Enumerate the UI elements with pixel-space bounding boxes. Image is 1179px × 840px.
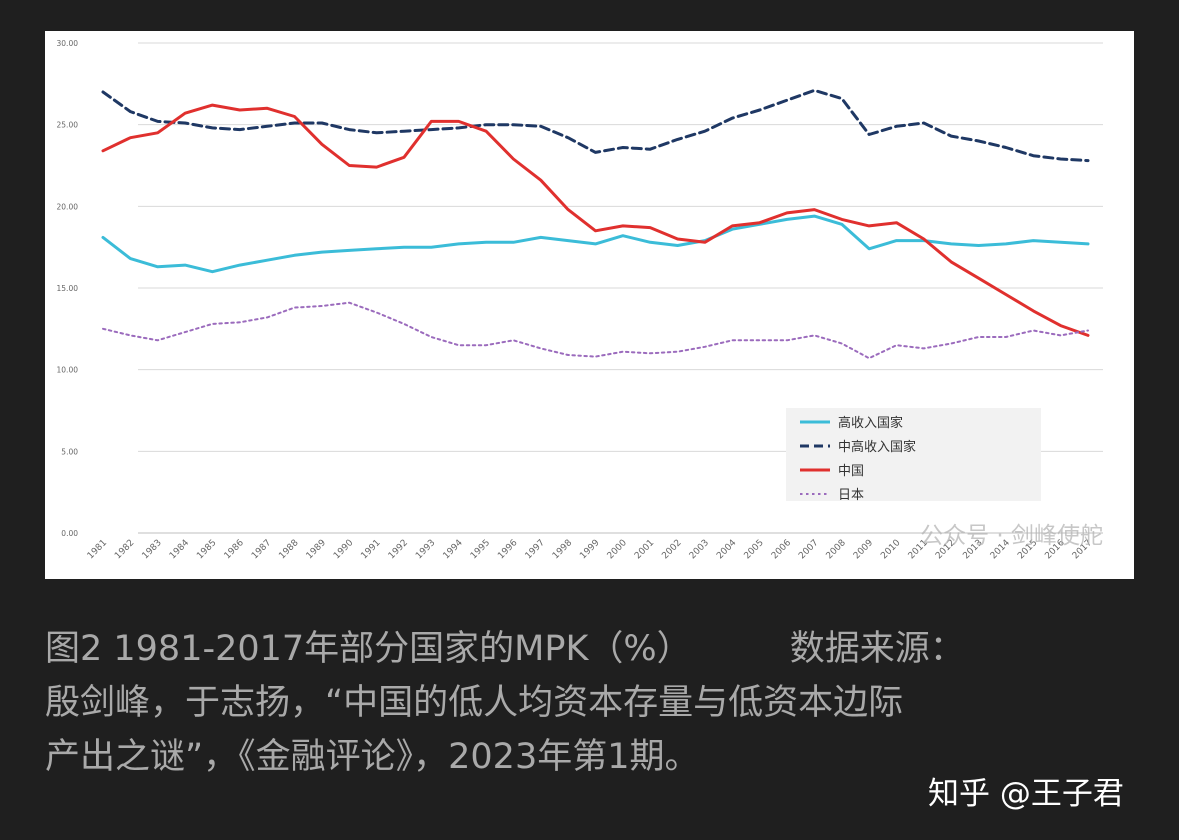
x-tick-label: 1996 — [496, 538, 519, 561]
x-tick-label: 1985 — [195, 538, 218, 561]
y-tick-label: 0.00 — [61, 529, 78, 538]
x-tick-label: 1991 — [359, 538, 382, 561]
x-tick-label: 2001 — [633, 538, 656, 561]
x-tick-label: 1982 — [113, 538, 136, 561]
x-tick-label: 1990 — [332, 538, 355, 561]
x-tick-label: 1997 — [524, 538, 547, 561]
caption-line-2: 殷剑峰，于志扬，“中国的低人均资本存量与低资本边际 — [45, 683, 904, 723]
x-tick-label: 1999 — [578, 538, 601, 561]
x-tick-label: 2010 — [879, 538, 902, 561]
y-tick-label: 5.00 — [61, 447, 78, 456]
caption-line-1: 图2 1981-2017年部分国家的MPK（%） 数据来源： — [45, 622, 1140, 676]
zhihu-watermark: 知乎 @王子君 — [928, 776, 1124, 812]
chart-panel: 0.00 5.00 10.00 15.00 20.00 25.00 30.00 1981 198… — [45, 31, 1134, 579]
x-tick-label: 2008 — [825, 538, 848, 561]
x-tick-label: 2002 — [660, 538, 683, 561]
series-line-3 — [102, 301, 1089, 360]
x-tick-label: 2007 — [797, 538, 820, 561]
x-tick-label: 2006 — [770, 538, 793, 561]
x-tick-label: 1986 — [223, 538, 246, 561]
y-tick-label: 20.00 — [57, 202, 79, 211]
caption-title: 图2 1981-2017年部分国家的MPK（%） — [45, 629, 692, 669]
y-tick-label: 25.00 — [57, 121, 79, 130]
y-tick-label: 30.00 — [57, 39, 79, 48]
caption-source-label: 数据来源： — [789, 629, 965, 669]
x-tick-label: 2000 — [606, 538, 629, 561]
x-tick-label: 2009 — [852, 538, 875, 561]
chart-watermark: 公众号 · 剑峰使舵 — [920, 523, 1103, 549]
legend-label-3: 日本 — [838, 488, 864, 503]
x-tick-label: 1992 — [387, 538, 410, 561]
x-tick-label: 1993 — [414, 538, 437, 561]
series-line-0 — [101, 214, 1090, 274]
figure-caption: 图2 1981-2017年部分国家的MPK（%） 数据来源： 殷剑峰，于志扬，“中… — [45, 622, 1140, 784]
x-tick-label: 1983 — [141, 538, 164, 561]
series-line-1 — [101, 88, 1090, 163]
series-line-2 — [101, 103, 1090, 337]
caption-line-3: 产出之谜”，《金融评论》，2023年第1期。 — [45, 737, 700, 777]
x-tick-label: 2005 — [743, 538, 766, 561]
x-tick-label: 2004 — [715, 538, 738, 561]
x-tick-label: 2003 — [688, 538, 711, 561]
x-tick-label: 1988 — [277, 538, 300, 561]
x-tick-label: 1998 — [551, 538, 574, 561]
x-tick-label: 1989 — [305, 538, 328, 561]
x-tick-label: 1995 — [469, 538, 492, 561]
legend-label-1: 中高收入国家 — [838, 439, 916, 455]
x-tick-label: 1984 — [168, 538, 191, 561]
legend-label-0: 高收入国家 — [838, 415, 903, 431]
legend-label-2: 中国 — [838, 464, 864, 479]
x-tick-label: 1981 — [86, 538, 109, 561]
y-tick-label: 10.00 — [57, 366, 79, 375]
x-tick-label: 1987 — [250, 538, 273, 561]
x-tick-label: 1994 — [442, 538, 465, 561]
y-tick-label: 15.00 — [57, 284, 79, 293]
